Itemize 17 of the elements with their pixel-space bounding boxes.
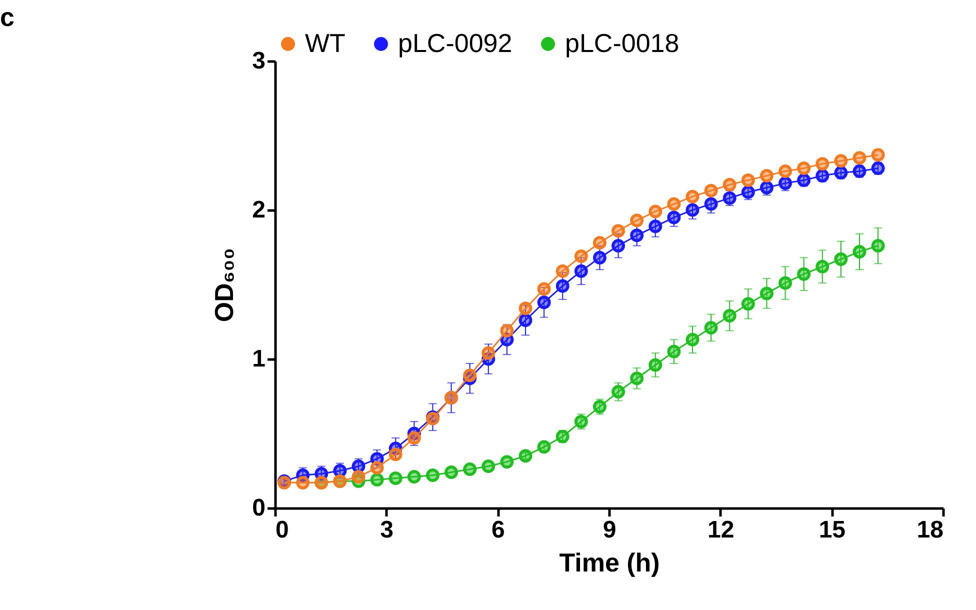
y-tick-label: 0 (252, 494, 266, 522)
y-axis-title: OD₆₀₀ (209, 248, 240, 322)
x-tick-label: 6 (491, 516, 505, 544)
text: c (0, 2, 14, 32)
x-tick-label: 3 (380, 516, 394, 544)
x-tick-label: 15 (818, 516, 846, 544)
x-axis-title: Time (h) (559, 548, 660, 578)
y-tick-label: 3 (252, 48, 266, 74)
x-tick-label: 18 (916, 516, 944, 544)
y-tick-label: 1 (252, 346, 266, 372)
y-tick-label: 2 (252, 196, 266, 224)
x-tick-label: 12 (707, 516, 734, 544)
legend-label: WT (305, 28, 346, 58)
x-tick-label: 9 (602, 516, 616, 544)
legend-label: pLC-0092 (398, 28, 512, 58)
x-tick-label: 0 (276, 516, 289, 544)
legend-label: pLC-0018 (565, 28, 680, 58)
